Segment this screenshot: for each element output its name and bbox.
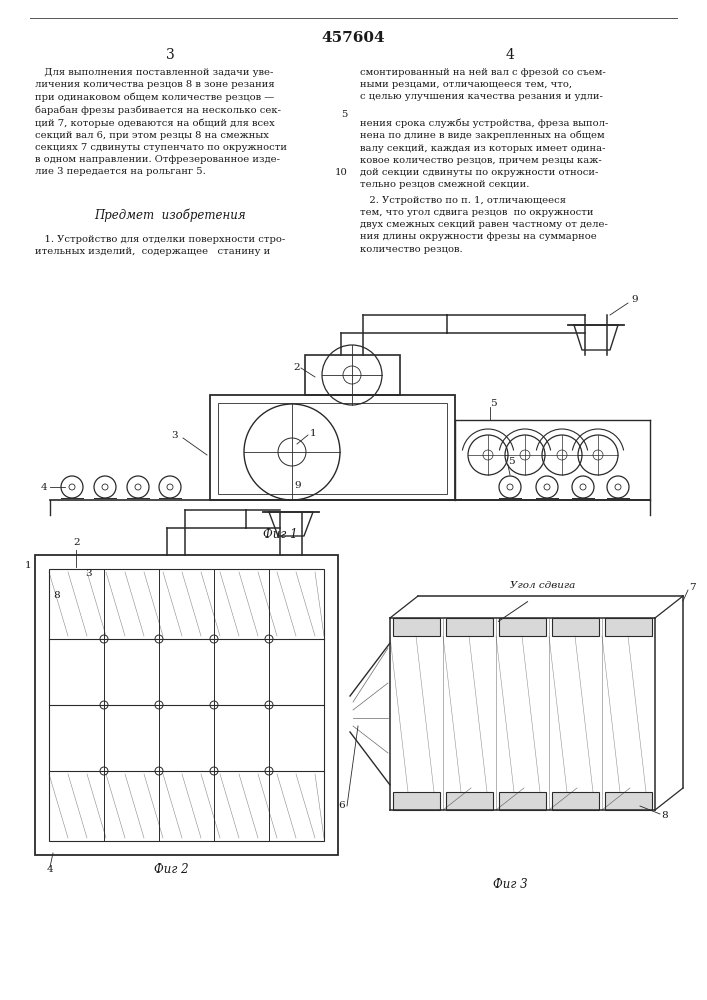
Polygon shape: [393, 618, 440, 636]
Text: 2. Устройство по п. 1, отличающееся
тем, что угол сдвига резцов  по окружности
д: 2. Устройство по п. 1, отличающееся тем,…: [360, 196, 608, 254]
Circle shape: [265, 767, 273, 775]
Bar: [49, 569, 324, 841]
Text: 2: 2: [293, 362, 300, 371]
Polygon shape: [446, 792, 493, 810]
Text: Фиг 3: Фиг 3: [493, 878, 527, 891]
Polygon shape: [499, 618, 546, 636]
Circle shape: [155, 635, 163, 643]
Polygon shape: [552, 618, 599, 636]
Text: 5: 5: [490, 398, 496, 408]
Circle shape: [155, 767, 163, 775]
Text: смонтированный на ней вал с фрезой со съем-
ными резцами, отличающееся тем, что,: смонтированный на ней вал с фрезой со съ…: [360, 68, 606, 101]
Text: 8: 8: [661, 810, 667, 820]
Text: 3: 3: [172, 430, 178, 440]
Bar: [305, 355, 400, 395]
Text: нения срока службы устройства, фреза выпол-
нена по длине в виде закрепленных на: нения срока службы устройства, фреза вып…: [360, 118, 609, 189]
Circle shape: [210, 701, 218, 709]
Text: 10: 10: [335, 168, 348, 177]
Circle shape: [155, 701, 163, 709]
Text: 3: 3: [165, 48, 175, 62]
Text: 1. Устройство для отделки поверхности стро-
ительных изделий,  содержащее   стан: 1. Устройство для отделки поверхности ст…: [35, 235, 285, 256]
Text: 1: 1: [310, 430, 317, 438]
Polygon shape: [446, 618, 493, 636]
Text: Угол сдвига: Угол сдвига: [510, 580, 575, 589]
Polygon shape: [499, 792, 546, 810]
Text: Фиг 2: Фиг 2: [153, 863, 188, 876]
Text: 2: 2: [74, 538, 80, 547]
Text: 4: 4: [47, 865, 53, 874]
Text: 4: 4: [40, 483, 47, 491]
Polygon shape: [393, 792, 440, 810]
Bar: [35, 555, 338, 855]
Text: 9: 9: [294, 481, 300, 489]
Text: 457604: 457604: [321, 31, 385, 45]
Text: 7: 7: [689, 584, 696, 592]
Text: Фиг 1: Фиг 1: [263, 528, 298, 541]
Text: 4: 4: [506, 48, 515, 62]
Polygon shape: [552, 792, 599, 810]
Text: 5: 5: [508, 458, 515, 466]
Bar: [218, 403, 447, 494]
Text: 5: 5: [341, 110, 348, 119]
Circle shape: [265, 635, 273, 643]
Text: 6: 6: [339, 800, 345, 810]
Polygon shape: [605, 792, 652, 810]
Circle shape: [265, 701, 273, 709]
Text: 1: 1: [24, 560, 31, 570]
Circle shape: [100, 701, 108, 709]
Text: Для выполнения поставленной задачи уве-
личения количества резцов 8 в зоне резан: Для выполнения поставленной задачи уве- …: [35, 68, 287, 176]
Text: 8: 8: [54, 590, 60, 599]
Circle shape: [210, 635, 218, 643]
Text: 9: 9: [631, 296, 638, 304]
Text: Предмет  изобретения: Предмет изобретения: [94, 208, 246, 222]
Circle shape: [100, 767, 108, 775]
Bar: [210, 395, 455, 500]
Circle shape: [100, 635, 108, 643]
Polygon shape: [605, 618, 652, 636]
Circle shape: [210, 767, 218, 775]
Text: 3: 3: [86, 568, 93, 578]
